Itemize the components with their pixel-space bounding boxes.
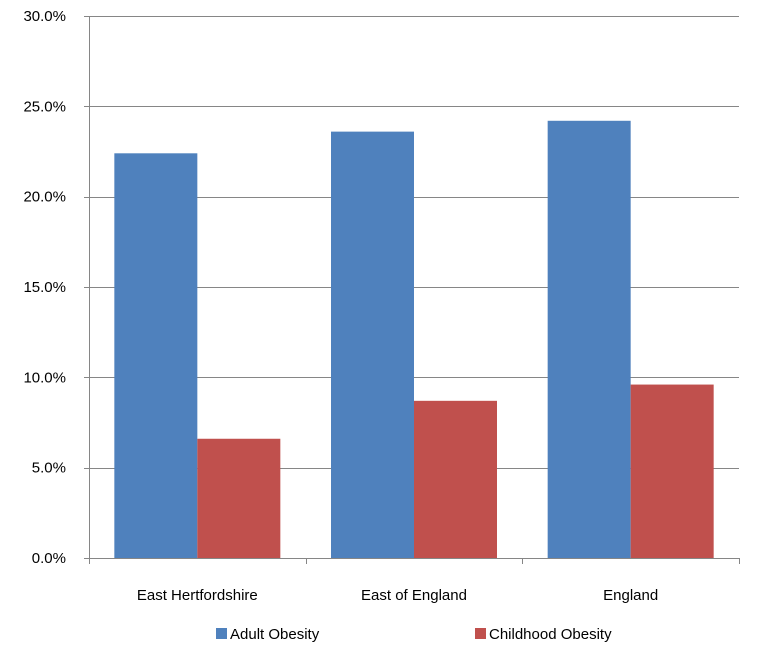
bar-childhood-obesity-1 [414,400,497,558]
axes [84,16,740,564]
legend-label-adult-obesity: Adult Obesity [230,626,320,643]
bar-adult-obesity-0 [114,153,198,558]
x-tick-label: England [603,587,658,604]
y-tick-label: 30.0% [23,8,66,25]
bars [114,120,714,559]
y-tick-label: 25.0% [23,98,66,115]
bar-childhood-obesity-2 [630,384,714,558]
bar-adult-obesity-2 [547,120,631,558]
bar-adult-obesity-1 [331,131,414,559]
x-tick-label: East of England [361,587,467,604]
y-tick-label: 20.0% [23,189,66,206]
y-tick-label: 0.0% [32,550,66,567]
y-tick-label: 5.0% [32,460,66,477]
legend: Adult Obesity Childhood Obesity [216,626,612,643]
x-axis-ticks: East Hertfordshire East of England England [137,587,658,604]
x-tick-label: East Hertfordshire [137,587,258,604]
y-axis-ticks: 0.0% 5.0% 10.0% 15.0% 20.0% 25.0% 30.0% [23,8,66,567]
bar-childhood-obesity-0 [197,438,281,558]
legend-label-childhood-obesity: Childhood Obesity [489,626,612,643]
legend-swatch-adult-obesity [216,628,227,639]
y-tick-label: 15.0% [23,279,66,296]
legend-swatch-childhood-obesity [475,628,486,639]
y-tick-label: 10.0% [23,369,66,386]
